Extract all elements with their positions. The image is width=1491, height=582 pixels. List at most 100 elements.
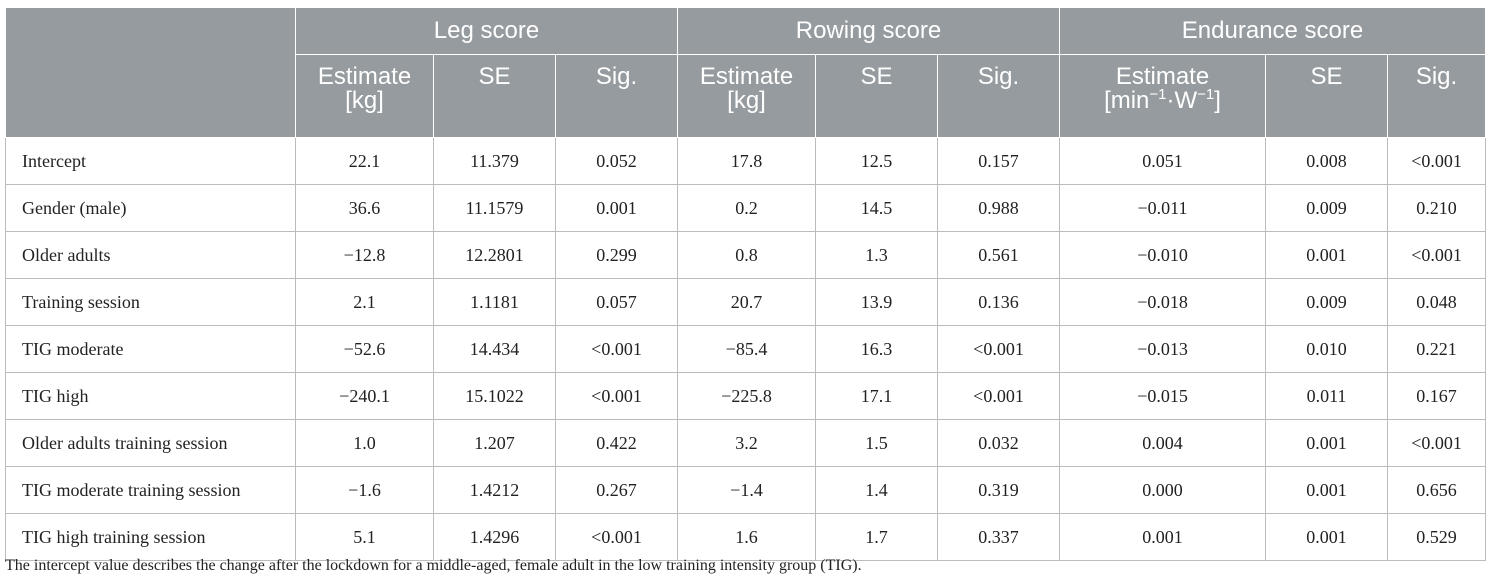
col-header-endurance-se: SE [1265,54,1389,138]
cell-leg-estimate: 5.1 [295,513,434,561]
row-label: TIG high [5,372,296,420]
cell-leg-sig: 0.299 [555,231,678,279]
group-header-leg: Leg score [295,7,678,55]
table-body: Intercept 22.1 11.379 0.052 17.8 12.5 0.157 0.0… [5,137,1487,561]
cell-endurance-sig: 0.529 [1387,513,1487,561]
col-header-leg-estimate: Estimate [kg] [295,54,434,138]
table-row: Intercept 22.1 11.379 0.052 17.8 12.5 0.157 0.0… [5,137,1487,185]
cell-endurance-estimate: −0.013 [1059,325,1267,373]
cell-rowing-sig: 0.032 [936,419,1061,467]
cell-rowing-se: 13.9 [815,278,938,326]
cell-rowing-se: 1.5 [815,419,938,467]
row-label: Gender (male) [5,184,296,232]
cell-endurance-se: 0.010 [1265,325,1389,373]
cell-rowing-sig: 0.136 [936,278,1061,326]
cell-rowing-estimate: 0.2 [677,184,816,232]
row-label: TIG moderate [5,325,296,373]
col-header-endurance-estimate: Estimate [min−1·W−1] [1059,54,1267,138]
cell-endurance-sig: 0.167 [1387,372,1487,420]
row-label: Older adults training session [5,419,296,467]
group-header-row: Leg score Rowing score Endurance score [5,7,1487,138]
empty-corner-cell [5,7,296,138]
cell-endurance-sig: <0.001 [1387,137,1487,185]
cell-endurance-sig: <0.001 [1387,231,1487,279]
cell-endurance-estimate: −0.015 [1059,372,1267,420]
cell-leg-se: 11.1579 [433,184,556,232]
cell-leg-sig: 0.001 [555,184,678,232]
col-header-leg-sig: Sig. [555,54,678,138]
cell-leg-estimate: 22.1 [295,137,434,185]
cell-endurance-se: 0.001 [1265,466,1389,514]
cell-endurance-se: 0.011 [1265,372,1389,420]
cell-endurance-se: 0.001 [1265,231,1389,279]
cell-leg-se: 14.434 [433,325,556,373]
cell-endurance-estimate: 0.051 [1059,137,1267,185]
cell-endurance-estimate: 0.001 [1059,513,1267,561]
cell-endurance-sig: 0.210 [1387,184,1487,232]
cell-endurance-estimate: −0.010 [1059,231,1267,279]
table-row: TIG high training session 5.1 1.4296 <0.001… [5,513,1487,561]
cell-leg-estimate: 1.0 [295,419,434,467]
table-row: Older adults −12.8 12.2801 0.299 0.8 1.3 0.561… [5,231,1487,279]
cell-endurance-estimate: −0.018 [1059,278,1267,326]
cell-rowing-sig: 0.988 [936,184,1061,232]
cell-rowing-se: 1.7 [815,513,938,561]
cell-leg-sig: 0.267 [555,466,678,514]
cell-leg-sig: <0.001 [555,513,678,561]
cell-rowing-sig: 0.157 [936,137,1061,185]
cell-leg-se: 1.207 [433,419,556,467]
col-header-rowing-sig: Sig. [936,54,1061,138]
cell-endurance-estimate: −0.011 [1059,184,1267,232]
cell-rowing-se: 17.1 [815,372,938,420]
cell-leg-se: 12.2801 [433,231,556,279]
col-header-rowing-estimate: Estimate [kg] [677,54,816,138]
table-row: TIG high −240.1 15.1022 <0.001 −225.8 17.1 <0.… [5,372,1487,420]
cell-rowing-se: 12.5 [815,137,938,185]
cell-leg-estimate: −52.6 [295,325,434,373]
cell-leg-sig: 0.057 [555,278,678,326]
cell-leg-estimate: 36.6 [295,184,434,232]
row-label: TIG moderate training session [5,466,296,514]
row-label: Training session [5,278,296,326]
cell-rowing-estimate: 17.8 [677,137,816,185]
results-table: Leg score Rowing score Endurance score E… [5,7,1487,561]
cell-leg-sig: 0.052 [555,137,678,185]
cell-endurance-sig: 0.221 [1387,325,1487,373]
col-header-rowing-se: SE [815,54,938,138]
cell-leg-sig: 0.422 [555,419,678,467]
cell-leg-estimate: −1.6 [295,466,434,514]
cell-endurance-se: 0.001 [1265,419,1389,467]
cell-endurance-sig: <0.001 [1387,419,1487,467]
cell-rowing-estimate: −85.4 [677,325,816,373]
cell-rowing-sig: 0.561 [936,231,1061,279]
cell-rowing-se: 14.5 [815,184,938,232]
cell-leg-estimate: 2.1 [295,278,434,326]
cell-leg-estimate: −240.1 [295,372,434,420]
row-label: Intercept [5,137,296,185]
group-header-endurance: Endurance score [1059,7,1487,55]
cell-leg-sig: <0.001 [555,372,678,420]
table-row: Training session 2.1 1.1181 0.057 20.7 13.9 0.… [5,278,1487,326]
cell-leg-se: 1.1181 [433,278,556,326]
cell-rowing-estimate: 20.7 [677,278,816,326]
table-row: TIG moderate −52.6 14.434 <0.001 −85.4 16.3 <0… [5,325,1487,373]
cell-leg-estimate: −12.8 [295,231,434,279]
table-row: TIG moderate training session −1.6 1.4212 0… [5,466,1487,514]
group-header-rowing: Rowing score [676,7,1061,55]
row-label: TIG high training session [5,513,296,561]
cell-endurance-se: 0.001 [1265,513,1389,561]
cell-leg-se: 1.4212 [433,466,556,514]
cell-rowing-sig: 0.319 [936,466,1061,514]
cell-endurance-se: 0.009 [1265,278,1389,326]
cell-rowing-estimate: 1.6 [677,513,816,561]
sub-header-row: Estimate [kg] SE Sig. Estimate [kg] SE S… [6,54,1487,138]
row-label: Older adults [5,231,296,279]
col-header-leg-se: SE [433,54,556,138]
cell-rowing-estimate: 0.8 [677,231,816,279]
cell-rowing-se: 1.3 [815,231,938,279]
table-row: Older adults training session 1.0 1.207 0.4… [5,419,1487,467]
cell-rowing-estimate: 3.2 [677,419,816,467]
cell-endurance-sig: 0.048 [1387,278,1487,326]
cell-rowing-se: 16.3 [815,325,938,373]
cell-endurance-sig: 0.656 [1387,466,1487,514]
